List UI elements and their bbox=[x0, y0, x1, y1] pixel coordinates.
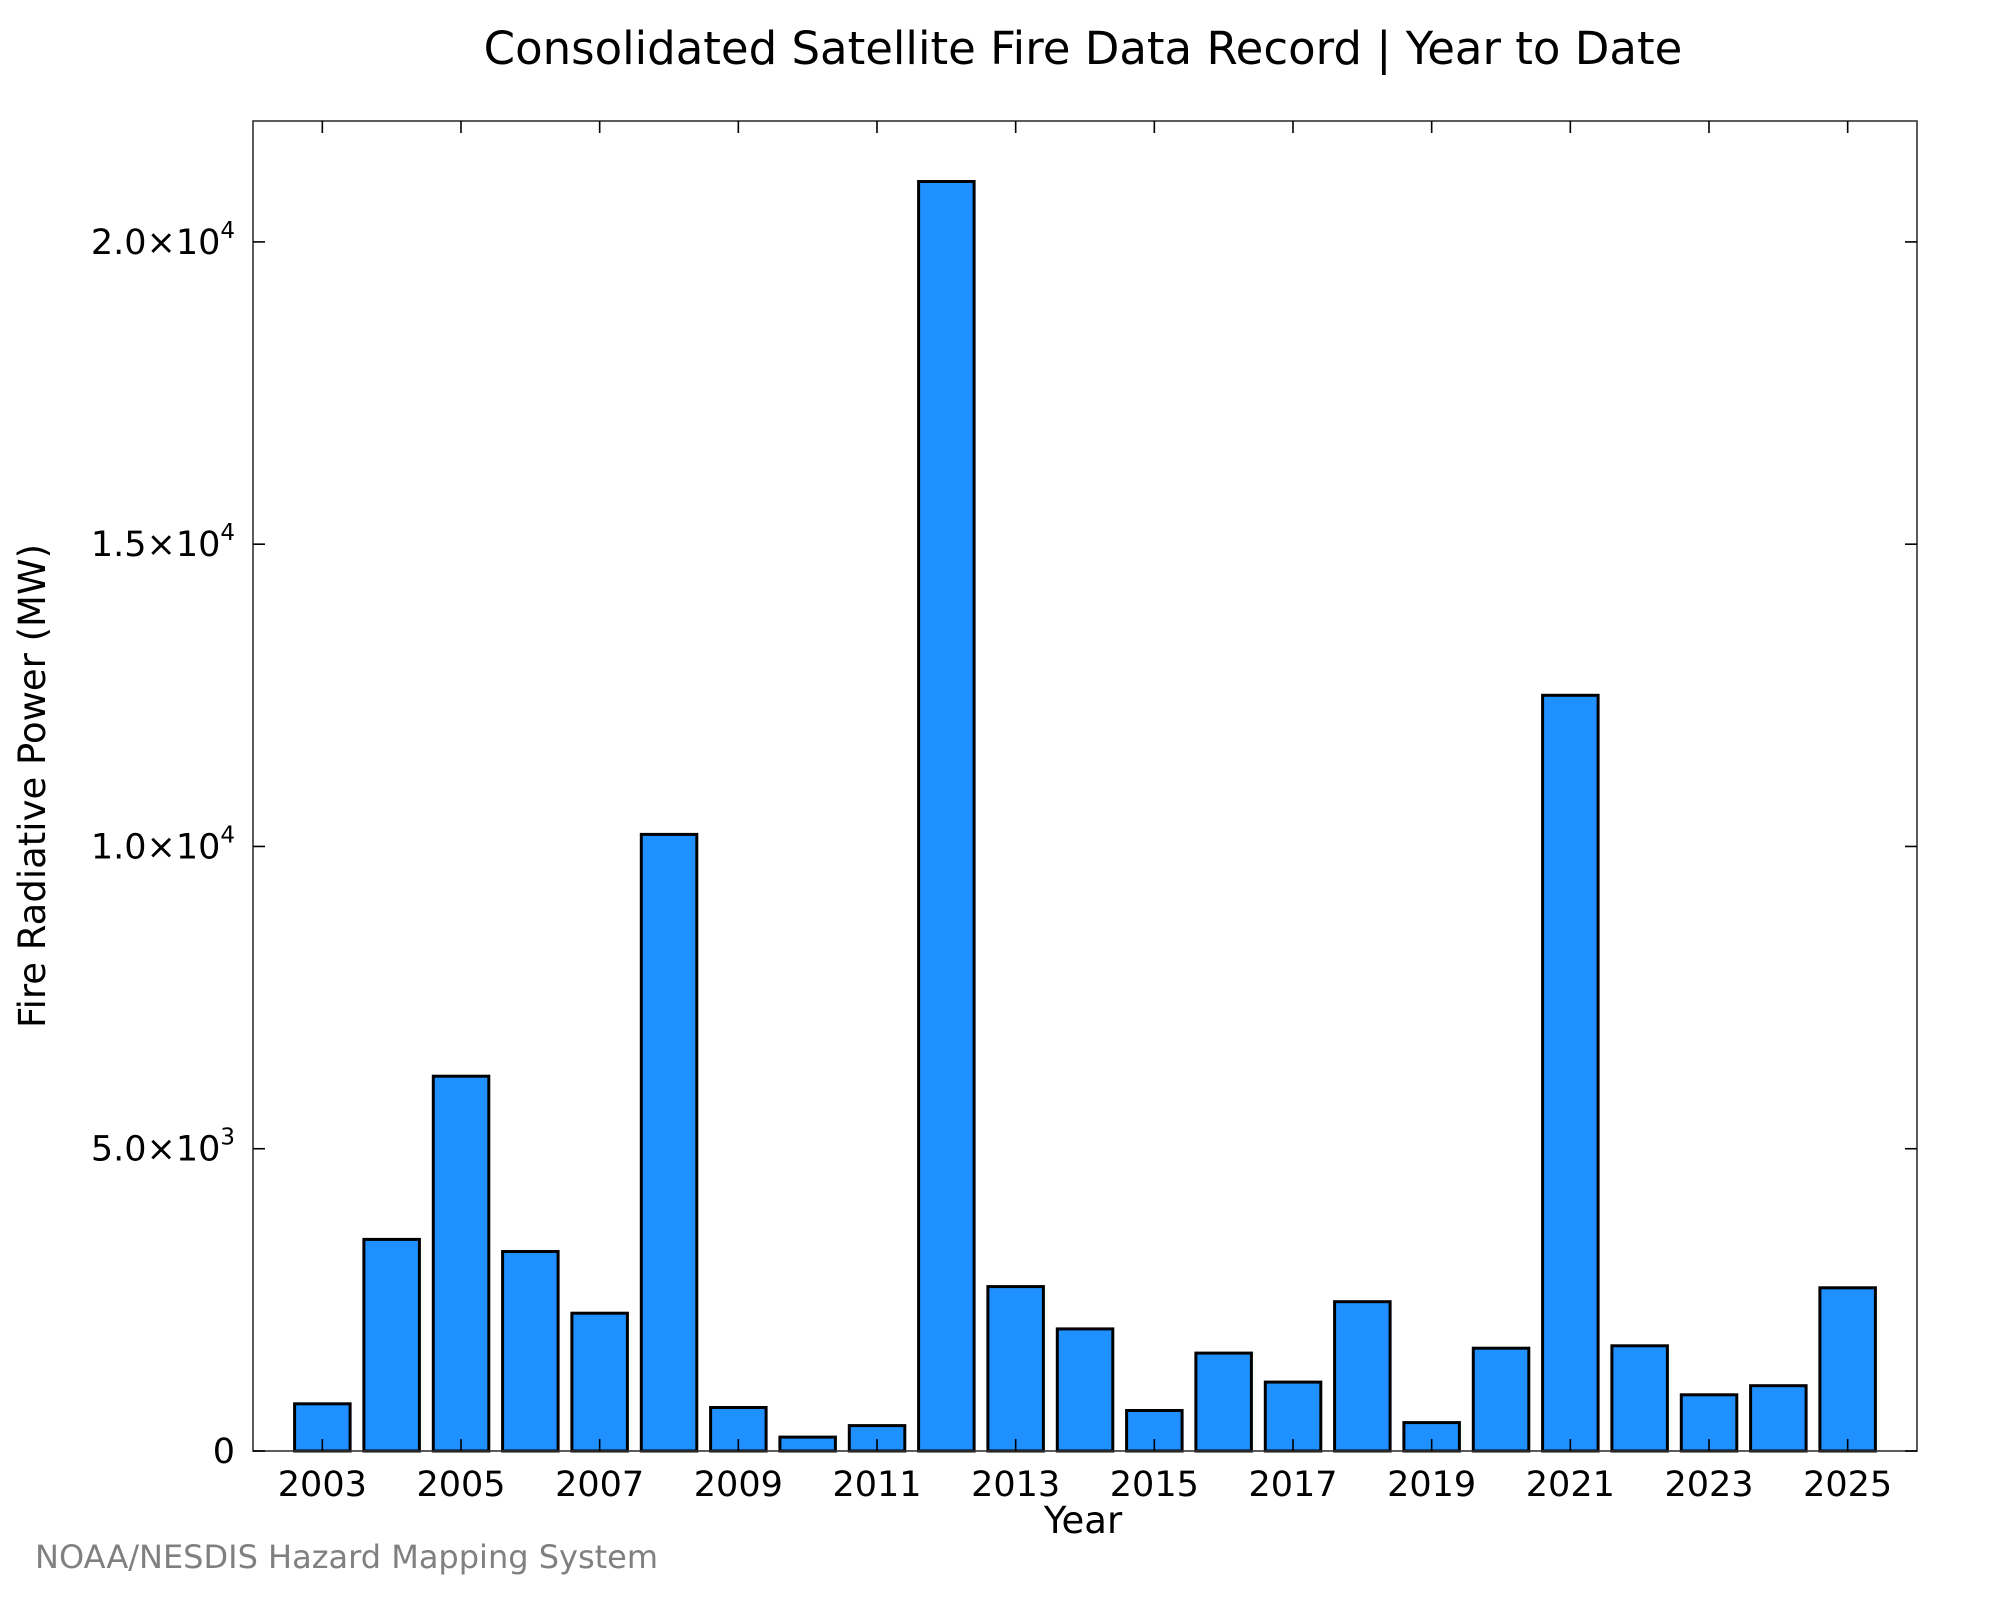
x-tick-label-2023: 2023 bbox=[1664, 1465, 1753, 1505]
bar-2014 bbox=[1055, 1327, 1115, 1453]
y-ticks-group: 0 5.0×103 1.0×104 1.5×104 2.0×104 bbox=[91, 218, 1917, 1472]
x-tick-label-2025: 2025 bbox=[1803, 1465, 1892, 1505]
y-axis-label: Fire Radiative Power (MW) bbox=[11, 544, 54, 1028]
bar-2013 bbox=[986, 1285, 1045, 1453]
bar-2007 bbox=[570, 1311, 629, 1453]
y-tick-label-2: 1.0×104 bbox=[91, 822, 235, 867]
x-tick-label-2009: 2009 bbox=[694, 1465, 783, 1505]
x-tick-label-2003: 2003 bbox=[278, 1465, 367, 1505]
x-tick-label-2007: 2007 bbox=[555, 1465, 644, 1505]
x-tick-label-2019: 2019 bbox=[1387, 1465, 1476, 1505]
bar-2005 bbox=[431, 1074, 491, 1453]
x-tick-label-2017: 2017 bbox=[1248, 1465, 1337, 1505]
y-tick-label-0: 0 bbox=[213, 1432, 235, 1472]
x-ticks-group: 2003 2005 2007 2009 2011 2013 2015 2017 2019 2021… bbox=[278, 121, 1892, 1505]
bar-2006 bbox=[501, 1250, 560, 1453]
bar-2012 bbox=[917, 180, 976, 1453]
plot-frame bbox=[252, 120, 1918, 1452]
bar-2022 bbox=[1610, 1344, 1669, 1453]
y-tick-label-4: 2.0×104 bbox=[91, 218, 235, 263]
source-credit: NOAA/NESDIS Hazard Mapping System bbox=[35, 1538, 659, 1576]
x-tick-label-2013: 2013 bbox=[971, 1465, 1060, 1505]
x-tick-label-2005: 2005 bbox=[416, 1465, 505, 1505]
bar-2018 bbox=[1333, 1300, 1392, 1453]
bar-2024 bbox=[1749, 1384, 1808, 1453]
bar-2025 bbox=[1818, 1286, 1877, 1453]
bar-2008 bbox=[639, 832, 699, 1453]
chart-title: Consolidated Satellite Fire Data Record … bbox=[484, 22, 1683, 75]
bar-2016 bbox=[1194, 1351, 1253, 1453]
bar-2021 bbox=[1541, 693, 1600, 1453]
x-axis-label: Year bbox=[1043, 1499, 1123, 1542]
bar-2010 bbox=[778, 1435, 837, 1453]
x-tick-label-2015: 2015 bbox=[1110, 1465, 1199, 1505]
x-tick-label-2011: 2011 bbox=[832, 1465, 921, 1505]
bar-2004 bbox=[362, 1237, 421, 1453]
y-tick-label-1: 5.0×103 bbox=[91, 1125, 235, 1170]
bars-group bbox=[293, 180, 1877, 1453]
x-tick-label-2021: 2021 bbox=[1526, 1465, 1615, 1505]
bar-2020 bbox=[1471, 1346, 1531, 1453]
y-tick-label-3: 1.5×104 bbox=[91, 520, 235, 565]
